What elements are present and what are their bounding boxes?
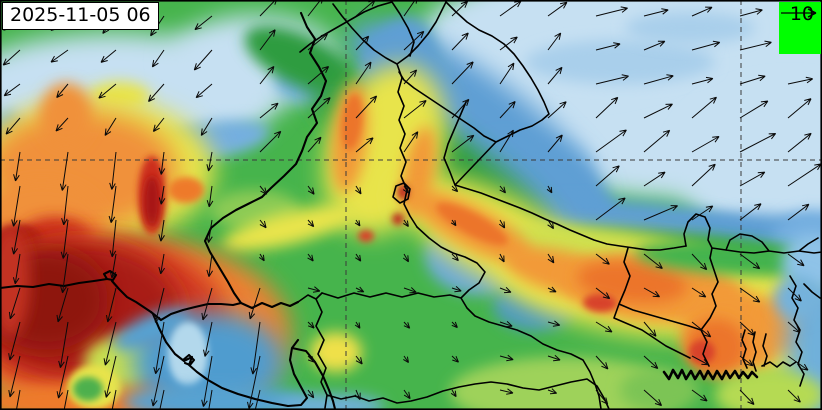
vector-key-value: 10 — [789, 3, 814, 25]
boundary-punjab-haryana — [332, 1, 447, 228]
coastline-kutch-north — [149, 300, 300, 322]
boundary-sikkim-bhutan — [683, 213, 822, 254]
boundary-up-mp-bihar — [321, 226, 602, 410]
boundary-delhi — [392, 182, 411, 204]
boundary-uttarakhand — [398, 1, 550, 186]
boundary-nepal-south — [454, 184, 687, 251]
boundary-bihar-jharkhand-bengal — [613, 247, 719, 367]
coastline-sundarbans-delta — [662, 368, 759, 381]
timestamp-label: 2025-11-05 06 — [2, 2, 159, 30]
vector-key: 10 — [779, 2, 821, 54]
boundary-himachal — [299, 1, 415, 57]
boundary-india-pakistan — [203, 11, 328, 305]
boundary-gujarat-mp-maharashtra — [297, 292, 610, 410]
rivers-bangladesh-coast — [741, 275, 821, 387]
vector-key-arrow-icon — [781, 8, 817, 18]
